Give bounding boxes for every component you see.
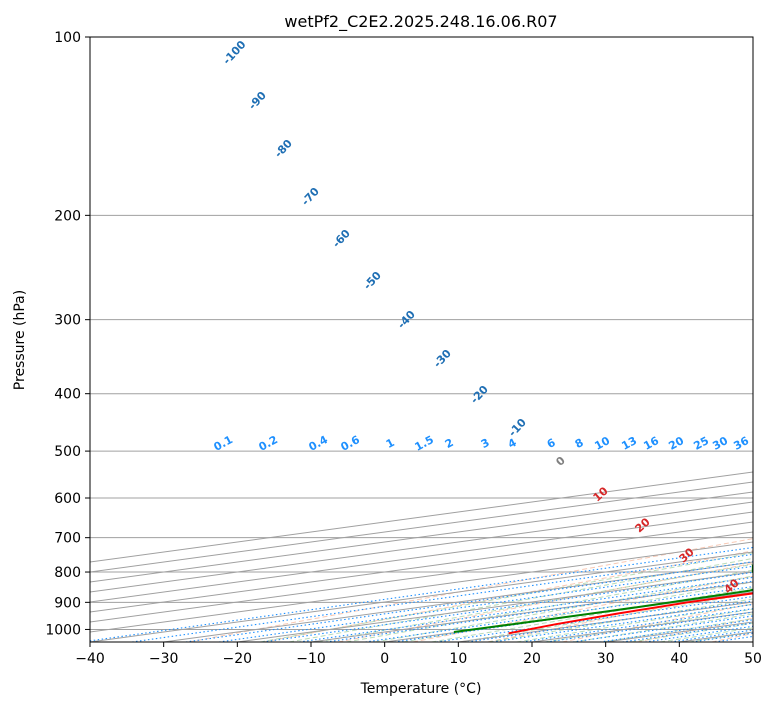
chart-title: wetPf2_C2E2.2025.248.16.06.R07 bbox=[284, 12, 557, 32]
y-tick-label: 400 bbox=[54, 387, 81, 403]
x-tick-label: 50 bbox=[744, 651, 762, 667]
x-tick-label: 40 bbox=[670, 651, 688, 667]
y-axis-label: Pressure (hPa) bbox=[12, 290, 28, 390]
y-tick-label: 1000 bbox=[45, 622, 81, 638]
isotherm-line bbox=[753, 37, 775, 642]
x-tick-label: 10 bbox=[449, 651, 467, 667]
x-tick-label: −10 bbox=[296, 651, 326, 667]
y-tick-label: 600 bbox=[54, 491, 81, 507]
x-tick-label: 30 bbox=[597, 651, 615, 667]
plot-background bbox=[90, 37, 753, 642]
x-axis-label: Temperature (°C) bbox=[360, 681, 482, 697]
x-tick-label: 0 bbox=[380, 651, 389, 667]
y-tick-label: 300 bbox=[54, 313, 81, 329]
x-tick-label: −30 bbox=[149, 651, 179, 667]
x-tick-label: 20 bbox=[523, 651, 541, 667]
y-tick-label: 200 bbox=[54, 208, 81, 224]
y-tick-label: 700 bbox=[54, 531, 81, 547]
y-tick-label: 800 bbox=[54, 565, 81, 581]
x-tick-label: −40 bbox=[75, 651, 105, 667]
x-tick-label: −20 bbox=[223, 651, 253, 667]
y-tick-label: 900 bbox=[54, 595, 81, 611]
y-tick-label: 500 bbox=[54, 444, 81, 460]
y-tick-label: 100 bbox=[54, 30, 81, 46]
